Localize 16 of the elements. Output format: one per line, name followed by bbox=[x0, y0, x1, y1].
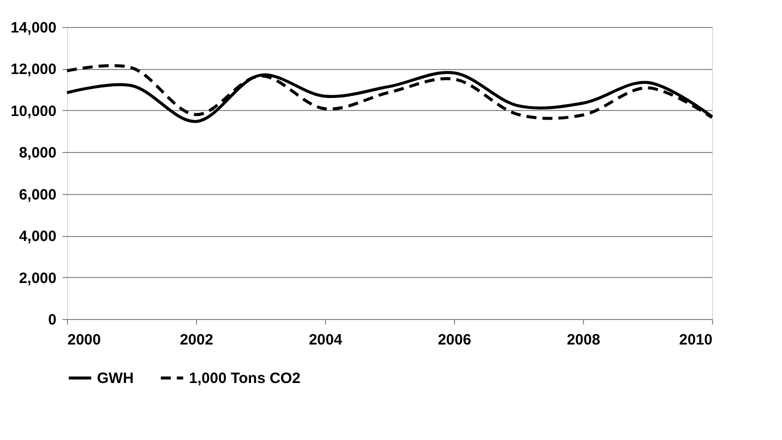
legend-label: 1,000 Tons CO2 bbox=[189, 370, 300, 387]
y-tick-label: 4,000 bbox=[18, 228, 56, 246]
y-tick-label: 10,000 bbox=[10, 102, 56, 120]
y-tick-label: 14,000 bbox=[10, 20, 56, 36]
y-tick-label: 0 bbox=[48, 312, 56, 328]
y-tick-label: 6,000 bbox=[18, 186, 56, 204]
x-tick-label: 2008 bbox=[566, 332, 600, 348]
y-tick-label: 8,000 bbox=[18, 144, 56, 162]
x-tick-label: 2002 bbox=[180, 332, 214, 348]
y-tick-label: 2,000 bbox=[18, 270, 56, 287]
x-tick-label: 2004 bbox=[308, 332, 343, 348]
x-tick-label: 2010 bbox=[679, 332, 712, 348]
legend-label: GWH bbox=[97, 370, 134, 387]
y-tick-label: 12,000 bbox=[10, 61, 56, 78]
x-tick-label: 2000 bbox=[68, 332, 101, 348]
x-tick-label: 2006 bbox=[438, 332, 472, 348]
